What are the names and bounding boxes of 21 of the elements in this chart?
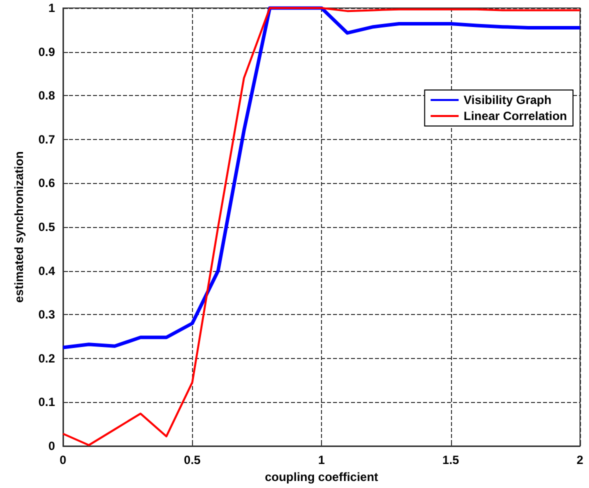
y-tick-label: 0.6 — [38, 176, 56, 190]
x-tick-label: 0 — [60, 453, 67, 467]
legend-label: Linear Correlation — [464, 109, 568, 123]
x-tick-label: 2 — [576, 453, 584, 467]
y-tick-label: 1 — [48, 1, 56, 15]
y-tick-label: 0.3 — [38, 308, 56, 322]
line-series — [62, 7, 581, 446]
y-tick-label: 0.7 — [38, 132, 56, 146]
legend-label: Visibility Graph — [464, 93, 552, 107]
y-tick-label: 0.4 — [38, 264, 56, 278]
x-tick-label: 1 — [318, 453, 326, 467]
x-tick-label: 1.5 — [442, 453, 460, 467]
x-axis-title: coupling coefficient — [264, 470, 378, 484]
y-tick-label: 0.8 — [38, 88, 56, 103]
y-axis-title: estimated synchronization — [12, 151, 26, 303]
y-tick-label: 0.5 — [38, 220, 56, 234]
y-tick-label: 0.9 — [38, 44, 56, 59]
y-tick-label: 0 — [48, 439, 56, 453]
y-tick-label: 0.1 — [38, 395, 56, 410]
x-tick-label: 0.5 — [184, 453, 201, 467]
y-tick-label: 0.2 — [38, 351, 56, 366]
